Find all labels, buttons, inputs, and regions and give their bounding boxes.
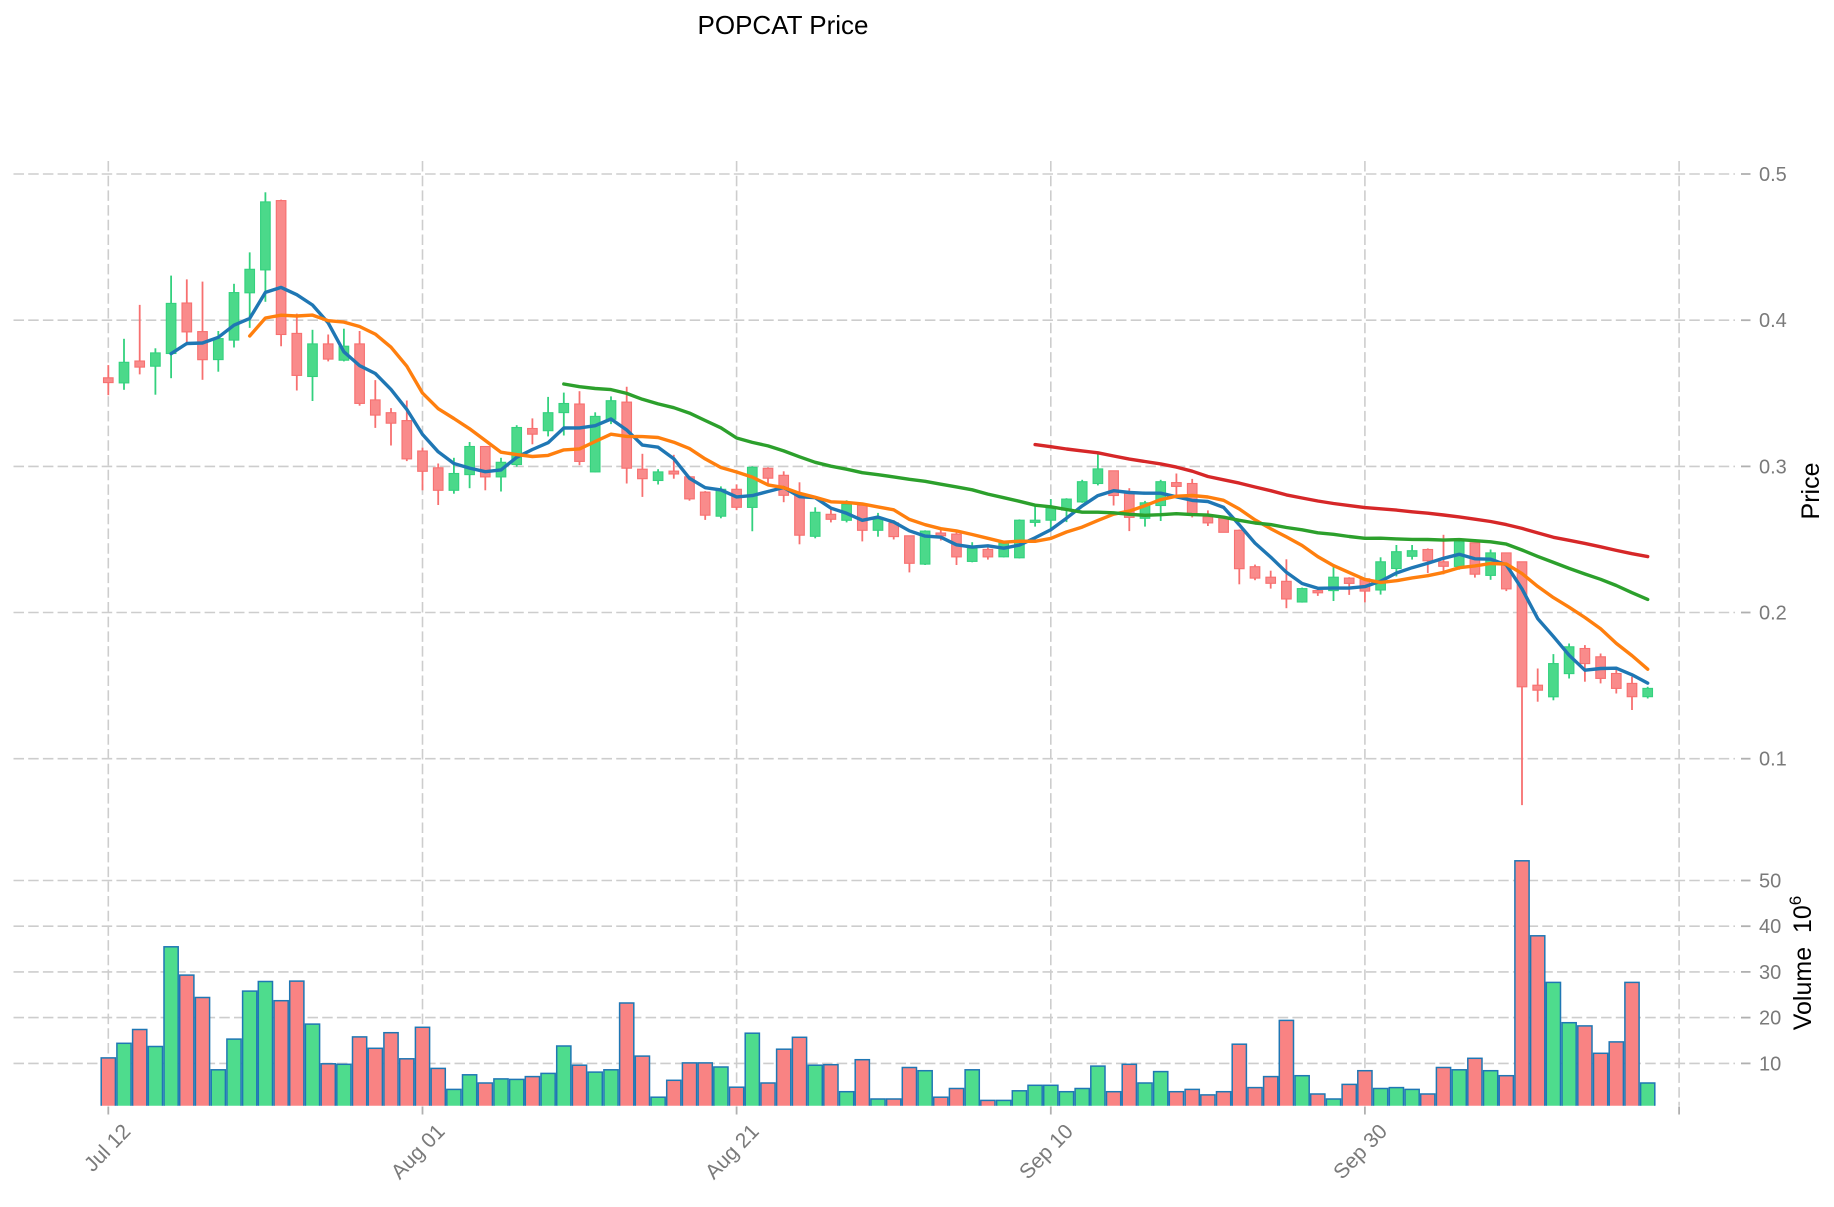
- svg-text:0.5: 0.5: [1759, 164, 1787, 186]
- svg-text:10: 10: [1759, 1053, 1781, 1075]
- svg-text:0.3: 0.3: [1759, 456, 1787, 478]
- svg-text:0.2: 0.2: [1759, 603, 1787, 625]
- svg-text:0.4: 0.4: [1759, 310, 1787, 332]
- svg-text:40: 40: [1759, 916, 1781, 938]
- svg-text:Price: Price: [1797, 463, 1825, 520]
- svg-text:20: 20: [1759, 1008, 1781, 1030]
- svg-text:POPCAT Price: POPCAT Price: [698, 10, 869, 40]
- svg-text:Volume 106: Volume 106: [1786, 896, 1817, 1031]
- svg-text:50: 50: [1759, 871, 1781, 893]
- svg-text:0.1: 0.1: [1759, 749, 1787, 771]
- svg-text:30: 30: [1759, 962, 1781, 984]
